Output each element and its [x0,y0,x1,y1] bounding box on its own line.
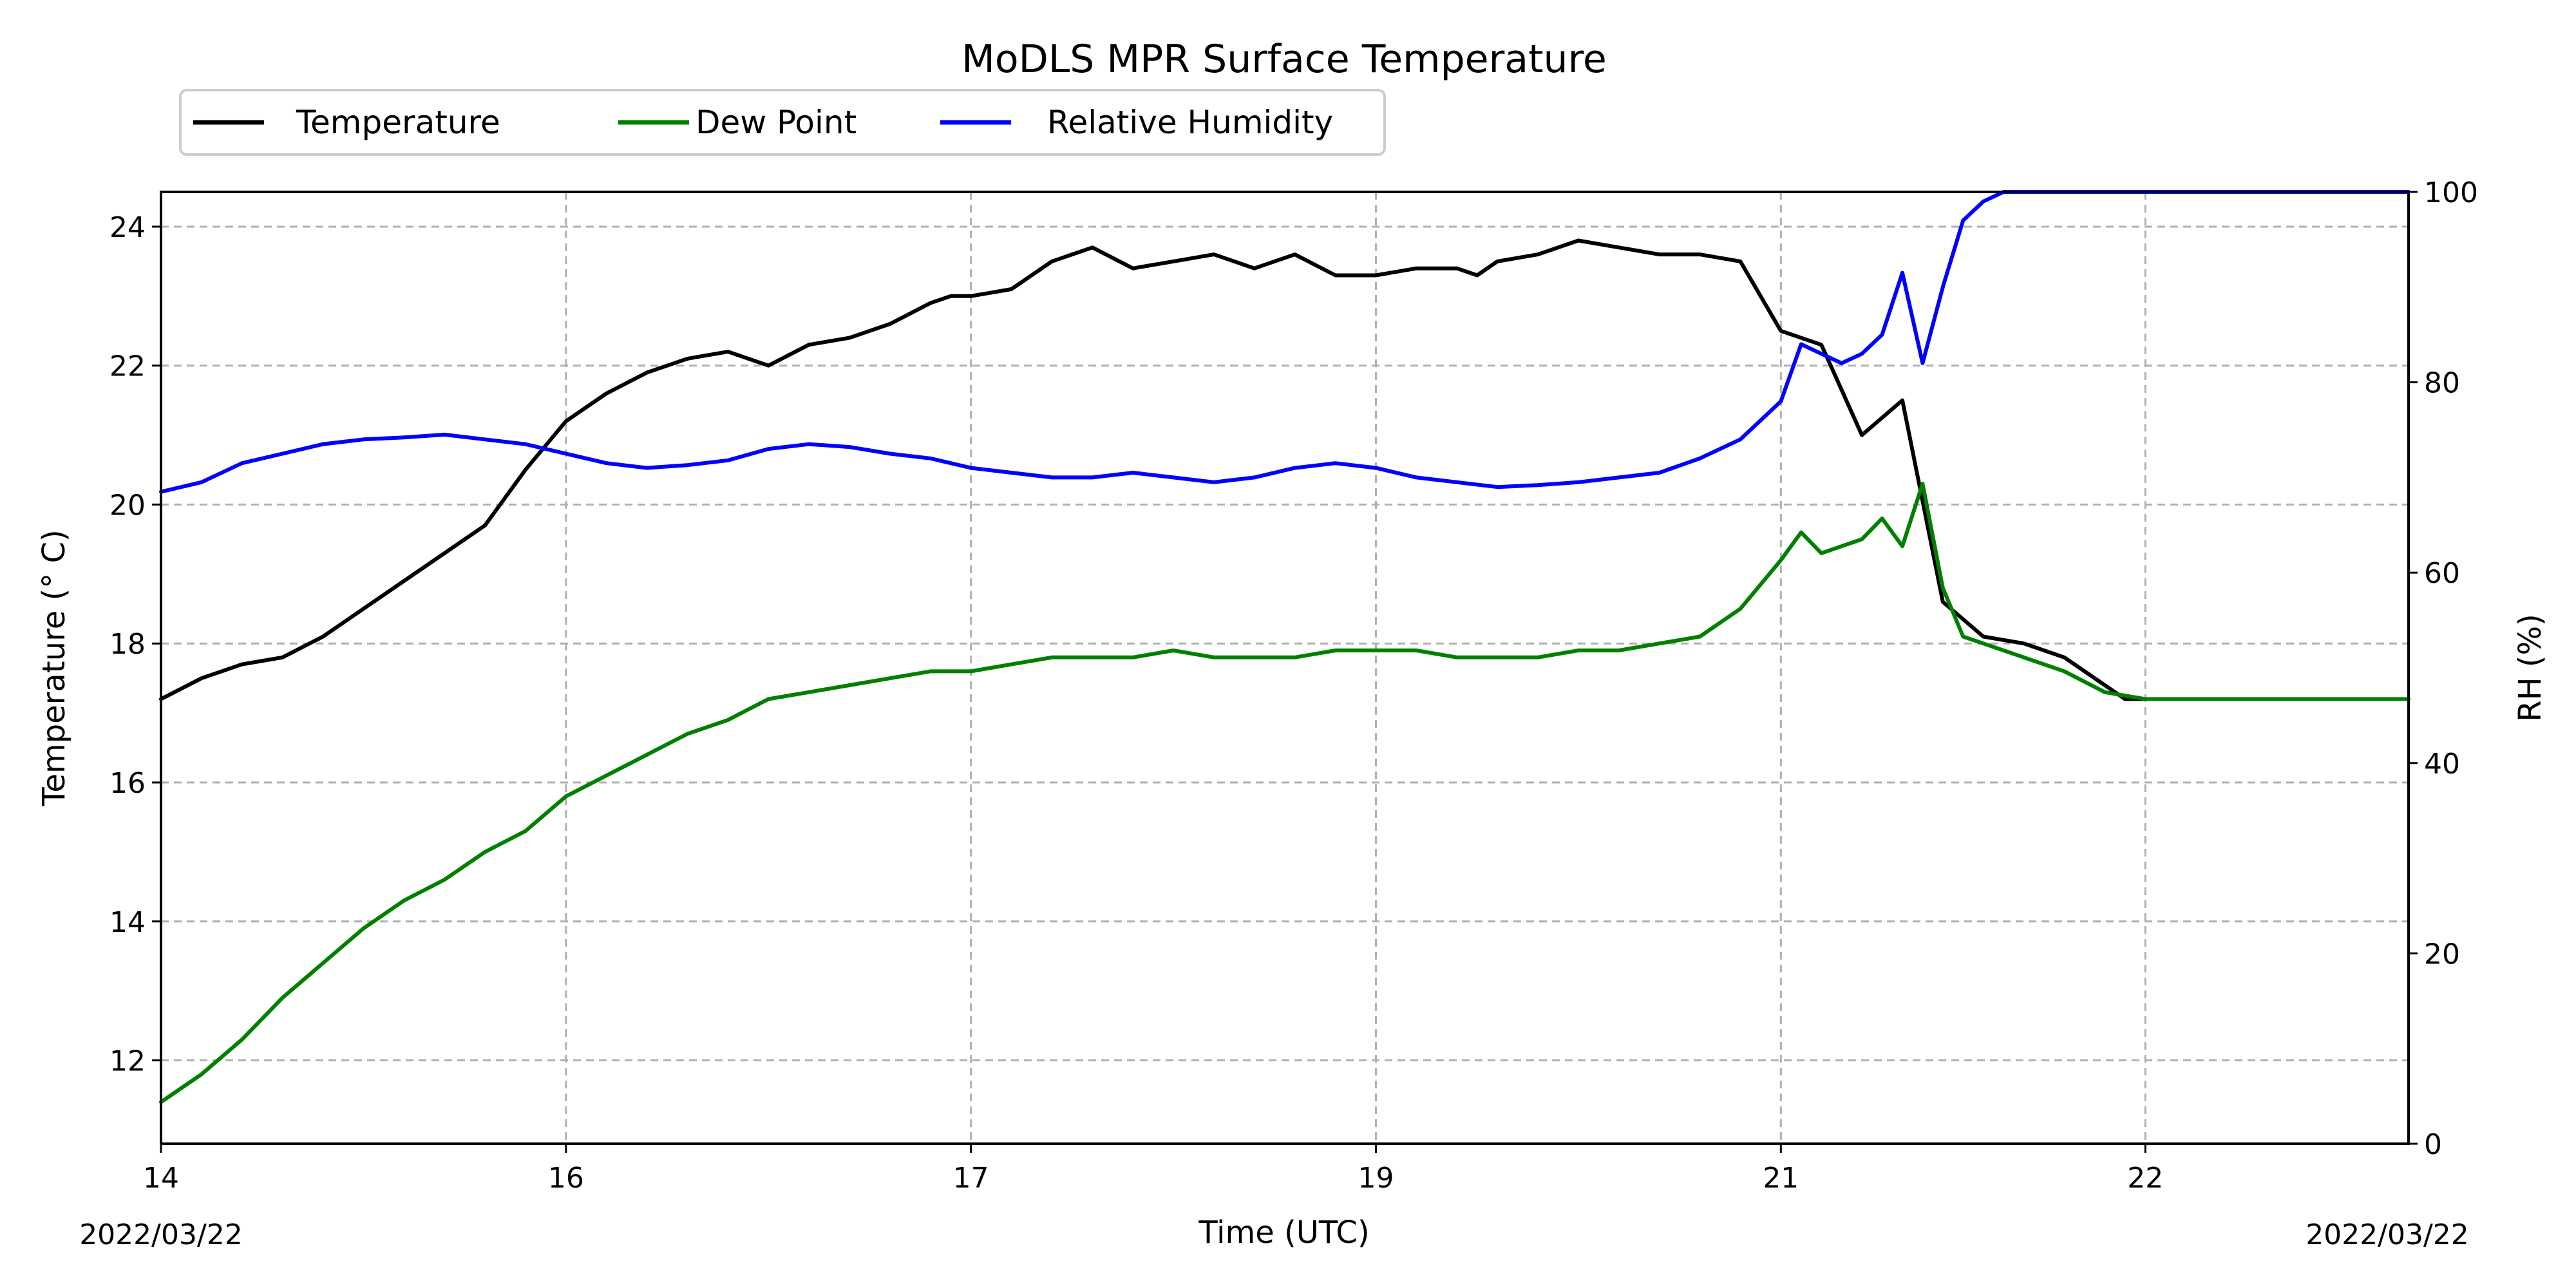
plot-frame [160,191,2410,1145]
y-tick-label-right: 40 [2424,748,2460,781]
x-tick-label: 14 [143,1162,179,1195]
y-tick-label-right: 100 [2424,176,2478,209]
x-tick-label: 19 [1358,1162,1394,1195]
y-tick-label-right: 0 [2424,1128,2442,1161]
chart-title: MoDLS MPR Surface Temperature [961,37,1607,82]
legend-frame [179,89,1386,156]
y-tick-label-left: 24 [109,211,146,244]
x-axis-title: Time (UTC) [1198,1215,1369,1251]
x-tick-label: 17 [953,1162,989,1195]
series-dew-point-line [159,482,2410,1104]
y-tick-label-right: 60 [2424,557,2460,590]
legend-label-temperature: Temperature [296,104,500,141]
legend: Temperature Dew Point Relative Humidity [179,89,1386,156]
y-axis-title-left: Temperature (° C) [36,529,72,807]
ticks: 14 16 17 19 21 22 12 14 16 18 20 22 24 0 20 40 60 80 100 [109,176,2478,1195]
legend-label-dew-point: Dew Point [696,104,857,141]
x-date-right: 2022/03/22 [2306,1218,2469,1251]
x-date-left: 2022/03/22 [79,1218,243,1251]
legend-label-relative-humidity: Relative Humidity [1047,104,1333,141]
y-tick-label-right: 80 [2424,367,2460,400]
x-tick-label: 21 [1763,1162,1799,1195]
y-tick-label-left: 12 [109,1045,146,1078]
x-tick-label: 16 [548,1162,584,1195]
y-tick-label-left: 18 [109,628,146,661]
y-tick-label-left: 20 [109,489,146,522]
y-axis-title-right: RH (%) [2512,614,2548,722]
y-tick-label-left: 16 [109,767,146,800]
y-tick-label-right: 20 [2424,938,2460,971]
x-tick-label: 22 [2127,1162,2163,1195]
y-tick-label-left: 22 [109,350,146,383]
grid [160,192,2409,1144]
y-tick-label-left: 14 [109,906,146,939]
